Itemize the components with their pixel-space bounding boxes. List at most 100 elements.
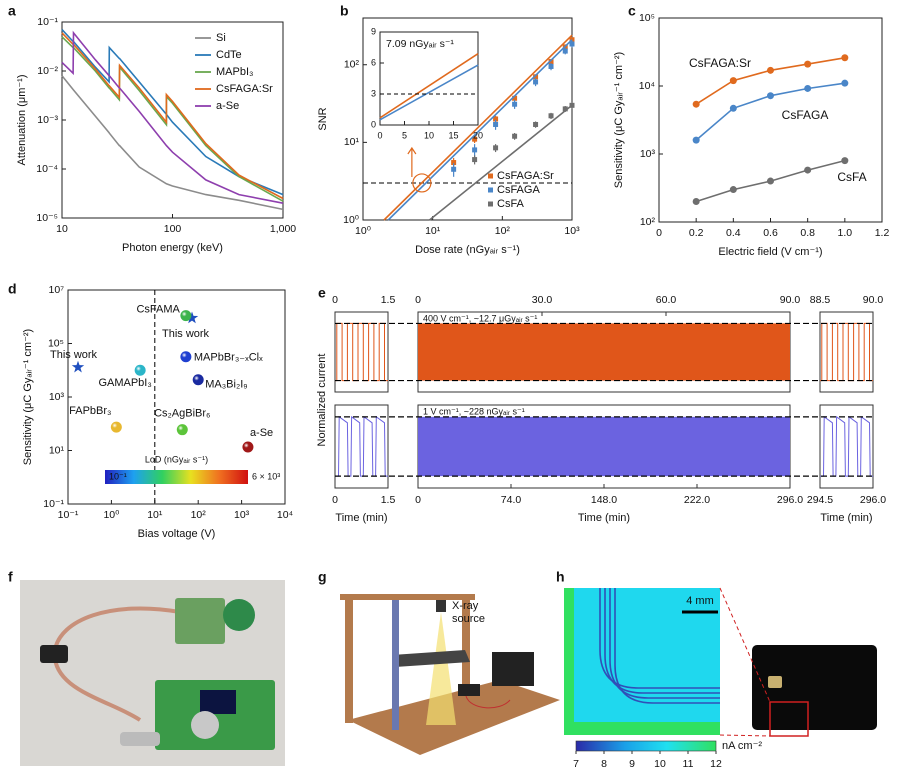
y-tick-label: 0 — [371, 119, 376, 129]
chip — [768, 676, 782, 688]
inset-line — [379, 64, 479, 121]
x-tick-label: 5 — [402, 130, 407, 140]
point — [533, 74, 539, 80]
point — [548, 113, 554, 119]
x-tick-label: 0 — [332, 494, 338, 506]
point — [804, 84, 812, 92]
x-axis-title: Bias voltage (V) — [138, 528, 216, 540]
fit-line — [428, 104, 573, 221]
x-axis-title: Time (min) — [820, 512, 872, 524]
x-tick-label: 0 — [377, 130, 382, 140]
y-tick-label: 10⁷ — [49, 284, 65, 296]
point — [692, 100, 700, 108]
y-tick-label: 10⁵ — [48, 337, 64, 349]
point — [562, 106, 568, 112]
trace-line — [335, 415, 388, 477]
x-tick-label: 88.5 — [810, 294, 831, 306]
sphere-point — [192, 374, 204, 386]
legend-label: CsFAGA:Sr — [216, 83, 273, 95]
panel-letter: d — [8, 281, 17, 297]
x-tick-label: 10⁰ — [355, 225, 371, 237]
colorbar-unit: nA cm⁻² — [722, 740, 762, 752]
point — [569, 41, 575, 47]
point-label: This work — [50, 349, 98, 361]
legend-label: a-Se — [216, 100, 239, 112]
x-tick-label: 100 — [164, 223, 182, 235]
x-tick-label: 10³ — [564, 225, 580, 237]
x-tick-label: 10⁻¹ — [58, 509, 79, 521]
sphere-point — [176, 424, 188, 436]
sensor-board — [175, 598, 225, 644]
wire — [465, 695, 511, 709]
point — [841, 79, 849, 87]
colorbar-min: 10⁻¹ — [109, 471, 127, 481]
stage — [392, 650, 470, 667]
point-label: MAPbBr₃₋ₓClₓ — [194, 352, 263, 364]
x-tick-label: 1.2 — [875, 227, 890, 239]
map — [564, 588, 720, 735]
y-axis-title: Attenuation (μm⁻¹) — [16, 74, 28, 165]
x-tick-label: 10 — [56, 223, 68, 235]
beam — [426, 612, 456, 725]
point — [548, 63, 554, 69]
y-tick-label: 10³ — [49, 391, 65, 403]
legend-swatch — [488, 187, 493, 193]
x-tick-label: 74.0 — [501, 494, 522, 506]
colorbar-title: LoD (nGyₐᵢᵣ s⁻¹) — [145, 454, 208, 464]
y-tick-label: 10² — [640, 216, 656, 228]
x-tick-label: 90.0 — [780, 294, 801, 306]
y-tick-label: 10⁻³ — [37, 114, 58, 126]
star-point — [185, 311, 199, 324]
colorbar-tick-label: 8 — [601, 758, 607, 770]
bnc — [120, 732, 160, 746]
x-tick-label: 0.6 — [763, 227, 778, 239]
x-tick-label: 1.5 — [381, 294, 396, 306]
series-line — [61, 36, 284, 202]
colorbar-tick-label: 12 — [710, 758, 722, 770]
point — [729, 77, 737, 85]
series-line — [61, 29, 284, 196]
x-tick-label: 148.0 — [591, 494, 617, 506]
plot-frame — [362, 17, 573, 221]
star-point — [71, 360, 85, 373]
main-board — [155, 680, 275, 750]
legend-label: MAPbI₃ — [216, 66, 254, 78]
colorbar-tick-label: 10 — [654, 758, 666, 770]
y-axis-title: Sensitivity (μC Gyₐᵢᵣ⁻¹ cm⁻²) — [22, 329, 34, 465]
sphere-point — [242, 441, 254, 453]
panel-letter: f — [8, 569, 13, 585]
trace-band — [418, 323, 790, 381]
x-axis-title: Time (min) — [578, 512, 630, 524]
zoom-line — [719, 734, 771, 737]
point — [548, 59, 554, 65]
inset-annotation: 7.09 nGyₐᵢᵣ s⁻¹ — [386, 38, 454, 50]
panel-letter: b — [340, 3, 349, 19]
x-tick-label: 90.0 — [863, 294, 884, 306]
legend-label: Si — [216, 32, 226, 44]
y-tick-label: 10⁻⁵ — [36, 212, 58, 224]
source-label: X-ray — [452, 600, 479, 612]
point — [767, 177, 774, 185]
series-line — [61, 75, 284, 211]
y-axis-title: SNR — [317, 107, 329, 130]
y-tick-label: 10¹ — [49, 444, 65, 456]
x-tick-label: 10³ — [234, 509, 250, 521]
point-label: This work — [162, 328, 210, 340]
trace-line — [335, 322, 388, 382]
point — [692, 136, 700, 144]
map-track — [614, 588, 720, 704]
series-line — [61, 30, 284, 204]
colorbar — [105, 470, 248, 484]
point — [804, 166, 812, 174]
y-tick-label: 10⁻¹ — [37, 16, 58, 28]
highlight-arrow — [407, 146, 417, 177]
plot-frame — [61, 21, 284, 219]
x-tick-label: 0 — [332, 294, 338, 306]
x-tick-label: 1.5 — [381, 494, 396, 506]
panel-letter: g — [318, 569, 327, 585]
legend-swatch — [488, 201, 493, 207]
trace-line — [820, 322, 873, 382]
sphere-point — [110, 421, 122, 433]
point — [472, 147, 478, 153]
